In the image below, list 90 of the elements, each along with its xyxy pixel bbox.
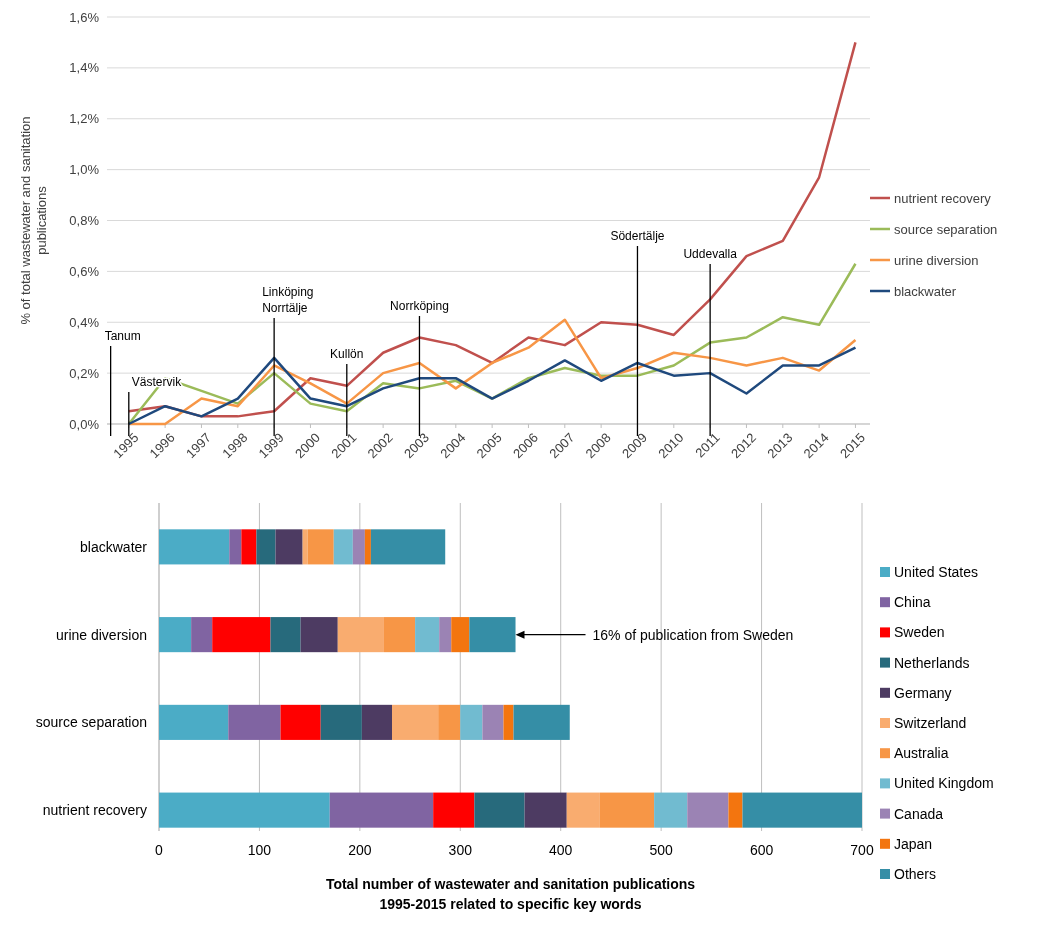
- legend-label: Japan: [894, 835, 933, 852]
- bar: [280, 704, 321, 740]
- x-tick-label: 700: [850, 842, 874, 858]
- bar: [241, 529, 257, 565]
- legend-label: Switzerland: [894, 714, 967, 731]
- legend-label: urine diversion: [894, 252, 979, 268]
- legend-label: Sweden: [894, 624, 945, 641]
- x-tick-label: 400: [549, 842, 573, 858]
- legend-label: Germany: [894, 684, 952, 701]
- bar: [333, 529, 353, 565]
- ref-line-label: Tanum: [104, 329, 141, 343]
- x-tick-label: 0: [155, 842, 164, 858]
- ref-line-label: Uddevalla: [683, 247, 738, 261]
- bar: [159, 792, 330, 828]
- bar: [364, 529, 371, 565]
- legend-label: source separation: [894, 221, 998, 237]
- x-axis-title: Total number of wastewater and sanitation publications 1995-2015 related to specific key words: [325, 876, 696, 912]
- bar: [370, 529, 446, 565]
- bar: [654, 792, 688, 828]
- legend-label: Others: [894, 865, 937, 882]
- ref-line-label: Kullön: [330, 347, 364, 361]
- bar: [352, 529, 365, 565]
- legend-label: United States: [894, 563, 979, 580]
- y-tick-label: nutrient recovery: [42, 802, 147, 819]
- bar: [433, 792, 475, 828]
- bar: [383, 617, 416, 653]
- legend-label: United Kingdom: [894, 775, 994, 792]
- bar: [599, 792, 655, 828]
- legend-label: Canada: [894, 805, 944, 822]
- bar: [320, 704, 362, 740]
- bar: [503, 704, 514, 740]
- bar: [212, 617, 271, 653]
- y-tick-label: 1,6%: [69, 9, 100, 25]
- legend-label: blackwater: [894, 283, 957, 299]
- bar: [307, 529, 334, 565]
- ref-line-label: Linköping Norrtälje: [262, 285, 314, 315]
- y-tick-label: urine diversion: [55, 626, 147, 643]
- y-axis-title: % of total wastewater and sanitation publications: [18, 116, 49, 325]
- y-tick-label: 0,8%: [69, 213, 100, 229]
- bar: [474, 792, 525, 828]
- bar: [270, 617, 301, 653]
- bar: [256, 529, 276, 565]
- y-tick-label: 0,0%: [69, 416, 100, 432]
- y-tick-label: 0,4%: [69, 314, 100, 330]
- bar: [302, 529, 308, 565]
- legend-label: Australia: [894, 745, 949, 762]
- x-tick-label: 200: [348, 842, 372, 858]
- ref-line-label: Norrköping: [390, 299, 449, 313]
- bar: [337, 617, 384, 653]
- bar: [482, 704, 504, 740]
- y-tick-label: 1,2%: [69, 111, 100, 127]
- bar: [391, 704, 439, 740]
- bar: [460, 704, 483, 740]
- bar: [451, 617, 470, 653]
- bar: [159, 529, 230, 565]
- bar: [229, 529, 242, 565]
- legend-label: Netherlands: [894, 654, 970, 671]
- y-tick-label: 0,6%: [69, 263, 100, 279]
- annotation: 16% of publication from Sweden: [592, 626, 794, 643]
- y-tick-label: 0,2%: [69, 365, 100, 381]
- y-tick-label: source separation: [35, 714, 147, 731]
- y-tick-label: blackwater: [80, 538, 148, 555]
- bar: [191, 617, 213, 653]
- ref-line-label: Södertälje: [610, 229, 665, 243]
- bar: [159, 617, 192, 653]
- x-tick-label: 100: [247, 842, 272, 858]
- bar: [513, 704, 570, 740]
- bar: [728, 792, 743, 828]
- line-series: [127, 346, 857, 426]
- legend-label: China: [894, 594, 931, 611]
- x-tick-label: 600: [749, 842, 774, 858]
- bar: [361, 704, 392, 740]
- y-tick-label: 1,4%: [69, 60, 100, 76]
- bar: [524, 792, 567, 828]
- x-tick-label: 500: [649, 842, 674, 858]
- bar: [742, 792, 862, 828]
- bar: [415, 617, 440, 653]
- bar: [439, 617, 452, 653]
- bar: [438, 704, 461, 740]
- bar: [159, 704, 229, 740]
- y-tick-label: 1,0%: [69, 162, 100, 178]
- bar: [300, 617, 338, 653]
- bar: [566, 792, 600, 828]
- legend-label: nutrient recovery: [894, 190, 992, 206]
- bar: [469, 617, 516, 653]
- bar: [228, 704, 281, 740]
- bar: [329, 792, 434, 828]
- bar: [275, 529, 303, 565]
- bar: [687, 792, 729, 828]
- x-tick-label: 300: [448, 842, 473, 858]
